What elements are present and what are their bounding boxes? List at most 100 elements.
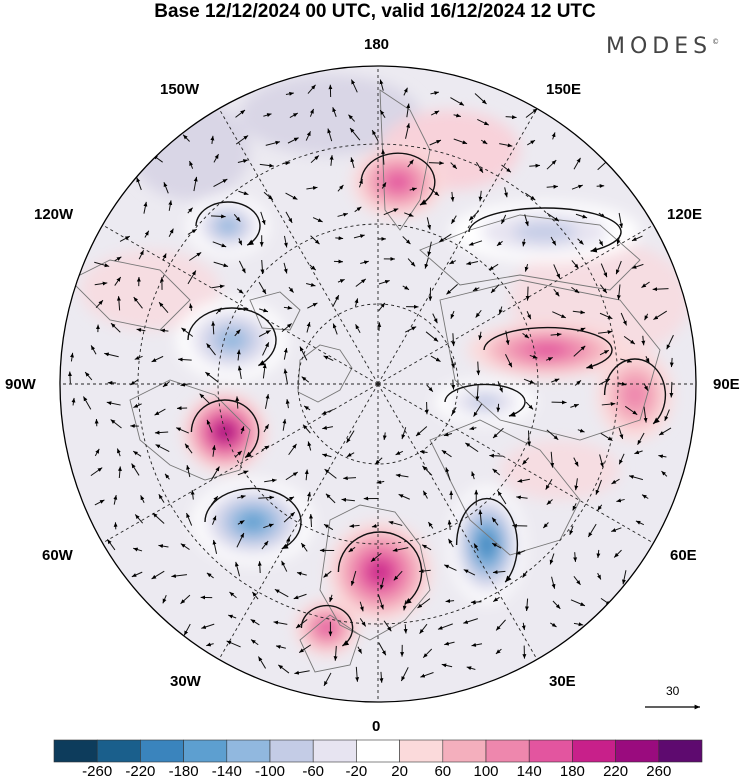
wind-arrow [669, 357, 674, 368]
wind-arrow [546, 212, 560, 222]
wind-arrow [497, 381, 503, 393]
coastline [299, 614, 361, 673]
graticule [60, 66, 696, 702]
brand-text: MODES [606, 34, 713, 59]
anomaly-neg-central-europe [480, 535, 494, 555]
wind-arrow [545, 478, 553, 490]
wind-arrow [406, 103, 411, 118]
wind-arrow [613, 549, 622, 558]
wind-arrow [545, 356, 553, 362]
wind-arrow [274, 588, 289, 598]
wind-arrow [158, 493, 165, 503]
wind-arrow [257, 561, 262, 574]
wind-arrow [420, 672, 434, 678]
coastline [429, 419, 581, 556]
colorbar-swatch [528, 739, 573, 763]
wind-arrow [450, 162, 458, 170]
wind-arrow [422, 648, 433, 659]
wind-arrow [546, 499, 553, 506]
colorbar-tick-label: -220 [125, 763, 156, 780]
wind-arrow [168, 228, 174, 237]
wind-arrow [381, 182, 387, 189]
wind-arrow [180, 594, 191, 605]
wind-arrow [151, 570, 165, 580]
colorbar-swatch [572, 739, 616, 763]
wind-arrow [205, 371, 219, 383]
wind-arrow [325, 493, 336, 504]
wind-arrow [475, 385, 480, 401]
wind-arrow [357, 646, 363, 654]
wind-arrow [599, 454, 604, 468]
wind-arrow [332, 294, 340, 308]
wind-arrow [405, 123, 411, 139]
wind-arrow [132, 450, 142, 457]
colorbar-tick-label: 260 [646, 763, 672, 780]
wind-arrow [618, 453, 625, 465]
wind-arrow [144, 230, 150, 238]
wind-arrow [355, 324, 361, 334]
lon-label-60w: 60W [42, 547, 73, 564]
wind-arrow [264, 478, 277, 483]
wind-arrow [94, 499, 105, 506]
wind-arrow [551, 132, 556, 140]
wind-arrow [260, 211, 266, 225]
wind-arrow [473, 543, 479, 551]
wind-arrow [542, 522, 549, 529]
wind-arrow [395, 450, 404, 456]
wind-arrow [206, 642, 214, 647]
wind-arrow [529, 163, 541, 168]
wind-arrow [525, 286, 530, 301]
wind-arrow [378, 642, 387, 656]
lon-label-30w: 30W [170, 673, 201, 690]
wind-arrow [598, 330, 613, 335]
wind-arrow [359, 618, 367, 627]
wind-arrow [450, 97, 465, 106]
streamlines [187, 152, 667, 647]
wind-arrow [403, 624, 408, 634]
meridian-line [377, 383, 538, 660]
wind-arrow [182, 134, 190, 142]
wind-arrow [337, 184, 344, 192]
wind-arrow [337, 278, 345, 283]
colorbar-swatch [615, 739, 660, 763]
wind-reference-label: 30 [666, 684, 680, 698]
wind-arrow [478, 190, 483, 202]
wind-arrow [546, 429, 559, 441]
wind-arrow [235, 135, 249, 145]
wind-arrow [163, 182, 169, 194]
wind-arrow [263, 523, 274, 529]
wind-arrow [618, 381, 627, 386]
wind-arrow [138, 250, 145, 260]
wind-arrow [263, 113, 272, 118]
wind-arrow [236, 495, 246, 499]
wind-arrow [343, 476, 357, 481]
wind-arrow [211, 515, 217, 525]
wind-arrow [237, 365, 242, 380]
wind-arrow [407, 258, 416, 267]
wind-arrow [465, 442, 479, 453]
wind-arrow [187, 270, 197, 285]
wind-arrow [573, 622, 584, 627]
wind-arrow [259, 163, 274, 168]
wind-arrow [114, 276, 122, 286]
wind-arrow [289, 112, 299, 119]
wind-arrow [419, 450, 428, 455]
lon-label-90w: 90W [5, 376, 36, 393]
wind-arrow [226, 640, 241, 648]
wind-arrow [571, 260, 579, 269]
wind-arrow [236, 532, 245, 548]
wind-arrow [333, 645, 338, 661]
wind-arrow [228, 614, 237, 619]
wind-arrow [329, 594, 334, 603]
wind-arrow [164, 473, 170, 480]
streamline [468, 207, 622, 253]
wind-arrow [616, 498, 625, 503]
modes-logo: MODES© [606, 34, 719, 59]
colorbar [53, 739, 703, 763]
wind-arrow [193, 176, 198, 192]
anomaly-pos-central-asia [622, 380, 648, 410]
wind-arrow [329, 155, 334, 166]
wind-arrow [114, 256, 122, 262]
wind-arrow [181, 327, 194, 337]
wind-arrow [383, 620, 392, 632]
